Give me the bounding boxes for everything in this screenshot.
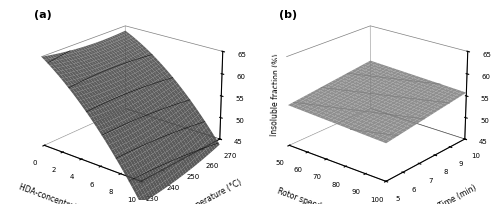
Y-axis label: Time (min): Time (min) (437, 183, 478, 204)
X-axis label: Rotor speed (rpm): Rotor speed (rpm) (276, 186, 344, 204)
Y-axis label: Temperature (°C): Temperature (°C) (181, 177, 244, 204)
X-axis label: HDA-concentration (wt%): HDA-concentration (wt%) (18, 181, 112, 204)
Text: (b): (b) (278, 10, 296, 20)
Text: (a): (a) (34, 10, 52, 20)
